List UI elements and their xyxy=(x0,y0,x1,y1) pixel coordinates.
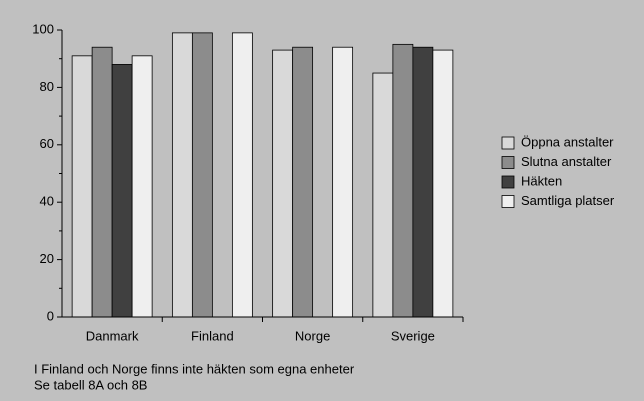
bar xyxy=(91,46,113,318)
bar xyxy=(332,46,354,318)
bar xyxy=(432,49,454,318)
x-tick-label: Danmark xyxy=(86,328,139,343)
legend-swatch xyxy=(501,136,515,150)
x-tick-label: Sverige xyxy=(391,328,435,343)
note: I Finland och Norge finns inte häkten so… xyxy=(34,361,355,376)
bar xyxy=(412,46,434,318)
bar xyxy=(292,46,314,318)
bar xyxy=(131,55,153,318)
y-tick-label: 20 xyxy=(40,251,54,266)
legend-label: Häkten xyxy=(521,173,562,188)
legend-label: Samtliga platser xyxy=(521,193,615,208)
bar xyxy=(272,49,294,318)
bar xyxy=(231,32,253,318)
legend-label: Slutna anstalter xyxy=(521,154,612,169)
legend-swatch xyxy=(501,156,515,169)
x-tick-label: Finland xyxy=(191,328,234,343)
y-tick-label: 60 xyxy=(40,136,54,151)
bar xyxy=(71,55,93,318)
legend-swatch xyxy=(501,195,515,208)
legend-swatch xyxy=(501,175,515,189)
bar xyxy=(171,32,193,318)
note: Se tabell 8A och 8B xyxy=(34,377,147,392)
bar xyxy=(191,32,213,318)
bar xyxy=(111,64,133,318)
bar xyxy=(392,43,414,318)
y-tick-label: 100 xyxy=(32,21,54,36)
y-tick-label: 80 xyxy=(40,79,54,94)
y-tick-label: 0 xyxy=(47,308,54,323)
bar xyxy=(372,72,394,318)
legend-label: Öppna anstalter xyxy=(521,134,614,149)
x-tick-label: Norge xyxy=(295,328,330,343)
y-tick-label: 40 xyxy=(40,194,54,209)
